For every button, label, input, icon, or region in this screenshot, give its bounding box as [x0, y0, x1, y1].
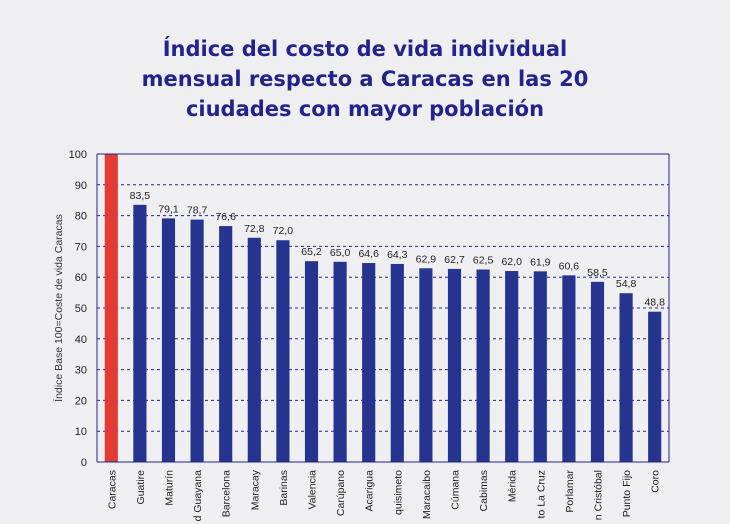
data-label: 83,5	[130, 190, 151, 202]
chart-title-line-1: Índice del costo de vida individual	[162, 37, 568, 61]
category-label: Cabimas	[478, 470, 490, 511]
axes	[96, 153, 670, 463]
bar	[161, 218, 176, 462]
category-label: n Cristóbal	[593, 470, 605, 520]
bar	[104, 154, 118, 462]
y-tick-label: 50	[75, 303, 87, 315]
category-labels: Caracas Guatire Maturín d Guayana Barcelona M…	[106, 469, 661, 521]
chart-title-line-2: mensual respecto a Caracas en las 20	[141, 67, 589, 91]
bar	[533, 271, 547, 462]
y-tick-label: 100	[69, 149, 87, 161]
gridlines	[97, 184, 669, 432]
bar	[476, 269, 490, 462]
category-label: Porlamar	[564, 470, 576, 513]
chart-title-line-3: ciudades con mayor población	[185, 97, 545, 121]
category-label: quisimeto	[392, 470, 404, 515]
chart-title: Índice del costo de vida individual mens…	[0, 34, 730, 124]
category-label: Punto Fijo	[621, 470, 633, 517]
bar	[619, 293, 633, 462]
data-label: 76,6	[215, 211, 236, 223]
data-label: 61,9	[530, 256, 551, 268]
bar	[133, 204, 147, 462]
bar	[648, 311, 662, 462]
data-label: 65,0	[330, 247, 351, 259]
bar	[447, 268, 462, 462]
data-label: 62,7	[444, 254, 465, 266]
category-label: Coro	[650, 470, 662, 493]
category-label: Carúpano	[335, 470, 347, 516]
y-tick-label: 40	[75, 334, 87, 346]
category-label: Mérida	[507, 470, 519, 502]
data-label: 72,8	[244, 223, 265, 235]
bar	[219, 226, 233, 462]
category-label: d Guayana	[192, 470, 204, 522]
bar	[419, 268, 433, 462]
bar	[505, 271, 519, 462]
y-tick-label: 70	[75, 241, 87, 253]
data-labels: 83,5 79,1 78,7 76,6 72,8 72,0 65,2 65,0 64,6 64,3…	[130, 190, 665, 309]
data-label: 64,3	[387, 249, 408, 261]
bars	[104, 154, 662, 462]
y-tick-label: 90	[75, 180, 87, 192]
bar	[333, 261, 347, 462]
data-label: 58,5	[587, 267, 608, 279]
y-axis-label: Índice Base 100=Coste de vida Caracas	[52, 214, 65, 402]
bar	[362, 263, 376, 462]
category-label: Caracas	[106, 470, 118, 509]
bar	[304, 261, 319, 462]
category-label: Maracaibo	[421, 470, 433, 519]
y-tick-label: 10	[75, 426, 87, 438]
bar	[590, 281, 605, 462]
y-tick-label: 30	[75, 365, 87, 377]
data-label: 62,0	[501, 256, 522, 268]
bar	[247, 237, 261, 462]
data-label: 64,6	[358, 248, 379, 260]
category-label: Guatire	[135, 470, 147, 505]
bar	[276, 240, 290, 462]
category-label: Maturín	[164, 470, 176, 506]
category-label: Valencia	[307, 470, 319, 510]
data-label: 79,1	[158, 203, 179, 215]
category-label: Barcelona	[221, 470, 233, 517]
bar	[562, 275, 576, 462]
data-label: 62,9	[416, 253, 437, 265]
category-label: Barinas	[278, 470, 290, 506]
data-label: 65,2	[301, 246, 322, 258]
y-tick-label: 20	[75, 395, 87, 407]
data-label: 60,6	[559, 260, 580, 272]
y-tick-label: 80	[75, 211, 87, 223]
data-label: 54,8	[616, 278, 637, 290]
category-label: Cúmana	[450, 470, 462, 510]
category-label: to La Cruz	[535, 470, 547, 518]
data-label: 48,8	[644, 297, 665, 309]
data-label: 72,0	[273, 225, 294, 237]
bar	[390, 263, 404, 462]
y-tick-label: 0	[81, 457, 87, 469]
data-label: 78,7	[187, 205, 208, 217]
category-label: Maracay	[249, 469, 261, 510]
category-label: Acarigua	[364, 470, 376, 512]
y-tick-label: 60	[75, 272, 87, 284]
y-tick-labels: 0 10 20 30 40 50 60 70 80 90 100	[69, 149, 87, 469]
bar	[190, 219, 204, 462]
data-label: 62,5	[473, 255, 494, 267]
